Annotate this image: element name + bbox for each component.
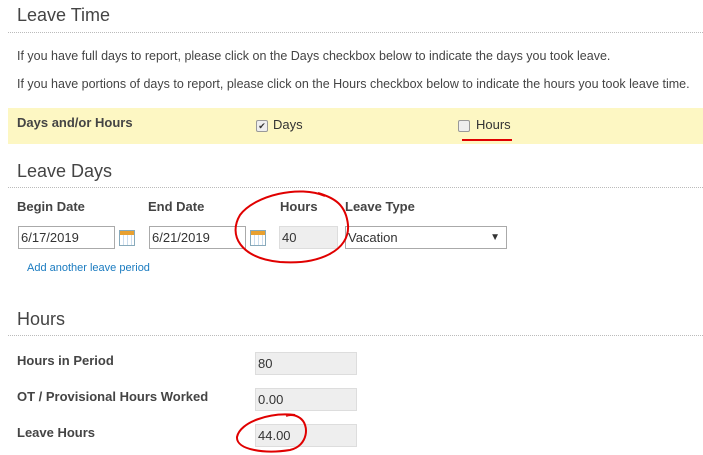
instructions-hours: If you have portions of days to report, … <box>17 77 690 91</box>
ot-hours-value: 0.00 <box>255 388 357 411</box>
hours-checkbox-label[interactable]: Hours <box>476 117 511 132</box>
leave-type-value: Vacation <box>348 230 398 245</box>
hours-title: Hours <box>17 309 66 329</box>
divider <box>8 32 703 33</box>
leave-time-title: Leave Time <box>17 5 111 25</box>
end-date-input[interactable]: 6/21/2019 <box>149 226 246 249</box>
divider <box>8 335 703 336</box>
ot-hours-label: OT / Provisional Hours Worked <box>17 389 209 404</box>
hours-in-period-label: Hours in Period <box>17 353 114 368</box>
add-leave-period-link[interactable]: Add another leave period <box>27 262 150 274</box>
days-hours-label: Days and/or Hours <box>17 115 133 130</box>
days-hours-band <box>8 108 703 144</box>
annotation-underline <box>462 139 512 141</box>
begin-date-input[interactable]: 6/17/2019 <box>18 226 115 249</box>
leave-days-title: Leave Days <box>17 161 113 181</box>
hours-label: Hours <box>280 199 318 214</box>
leave-hours-label: Leave Hours <box>17 425 96 440</box>
divider <box>8 187 703 188</box>
days-checkbox[interactable]: ✔ <box>256 120 268 132</box>
leave-type-select[interactable]: Vacation ▼ <box>345 226 507 249</box>
instructions-days: If you have full days to report, please … <box>17 49 611 63</box>
end-date-label: End Date <box>148 199 205 214</box>
chevron-down-icon: ▼ <box>490 232 500 243</box>
annotation-circle-hours <box>234 190 350 264</box>
calendar-icon[interactable] <box>250 230 266 246</box>
begin-date-label: Begin Date <box>17 199 85 214</box>
days-checkbox-label[interactable]: Days <box>273 117 303 132</box>
hours-checkbox[interactable] <box>458 120 470 132</box>
hours-in-period-value: 80 <box>255 352 357 375</box>
leave-type-label: Leave Type <box>345 199 415 214</box>
leave-hours-input: 40 <box>279 226 338 249</box>
calendar-icon[interactable] <box>119 230 135 246</box>
annotation-circle-leave-hours <box>235 413 307 453</box>
